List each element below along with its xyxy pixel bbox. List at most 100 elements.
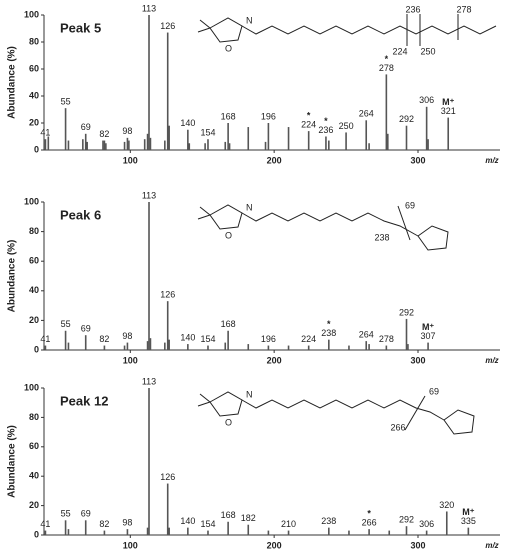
peak-note: * — [307, 110, 311, 120]
peak-label: 264 — [359, 109, 374, 119]
ring-label: N — [246, 389, 253, 399]
peak — [82, 139, 84, 150]
peak-label: 321 — [441, 106, 456, 116]
peak — [148, 388, 150, 535]
peak-label: 41 — [40, 128, 50, 138]
peak — [67, 140, 70, 150]
peak-label: 278 — [379, 334, 394, 344]
peak — [467, 527, 470, 535]
peak — [164, 342, 166, 350]
peak — [84, 133, 87, 150]
structure: N O 69 238 — [197, 200, 449, 251]
fragment-label: 69 — [429, 386, 439, 396]
peak — [126, 529, 129, 535]
peak — [146, 133, 149, 150]
peak-label: 196 — [261, 334, 276, 344]
y-tick-label: 100 — [24, 9, 39, 19]
peak — [385, 74, 388, 150]
chart-title: Peak 5 — [60, 20, 101, 35]
peak-label: 126 — [160, 21, 175, 31]
peak-label: 82 — [99, 519, 109, 529]
x-tick-label: 100 — [123, 355, 138, 365]
y-tick-label: 0 — [34, 144, 39, 154]
peak — [84, 335, 87, 350]
peak — [405, 318, 408, 350]
peak-label: 238 — [321, 328, 336, 338]
ring-label: O — [225, 417, 232, 427]
peak — [148, 15, 150, 150]
peak-label: 182 — [241, 513, 256, 523]
y-axis-label: Abundance (%) — [7, 240, 18, 313]
peak-label: 140 — [180, 332, 195, 342]
peak-label: 224 — [301, 334, 316, 344]
peak-label: 41 — [40, 519, 50, 529]
x-tick-label: 100 — [123, 540, 138, 550]
peak — [345, 132, 347, 150]
peak-note: * — [327, 319, 331, 329]
x-tick-label: 300 — [410, 540, 425, 550]
y-tick-label: 20 — [29, 315, 39, 325]
peak — [425, 106, 428, 150]
peak-label: 292 — [399, 515, 414, 525]
peak-label: 306 — [419, 519, 434, 529]
peak — [188, 143, 191, 150]
y-tick-label: 80 — [29, 226, 39, 236]
peak — [307, 131, 310, 150]
peak — [204, 143, 206, 150]
fragment-label: 238 — [374, 232, 389, 242]
y-tick-label: 0 — [34, 529, 39, 539]
ring-label: O — [225, 43, 232, 53]
y-axis-label: Abundance (%) — [7, 46, 18, 119]
peak — [348, 530, 350, 535]
peak — [287, 345, 290, 350]
peak — [148, 202, 150, 350]
peak — [44, 345, 47, 350]
peak-label: 154 — [200, 334, 215, 344]
peak — [44, 530, 47, 535]
peak — [103, 530, 106, 535]
y-tick-label: 40 — [29, 90, 39, 100]
peak — [146, 341, 149, 350]
x-tick-label: 300 — [410, 155, 425, 165]
fragment-label: 236 — [405, 4, 420, 14]
peak — [328, 527, 330, 535]
ring-label: N — [246, 15, 253, 25]
peak-label: 250 — [339, 121, 354, 131]
peak-label: 82 — [99, 334, 109, 344]
peak — [187, 344, 189, 350]
peak — [143, 139, 146, 150]
peak — [149, 338, 152, 350]
y-tick-label: 20 — [29, 500, 39, 510]
peak — [67, 529, 70, 535]
peak-label: 154 — [200, 128, 215, 138]
y-tick-label: 20 — [29, 117, 39, 127]
peak-note: M⁺ — [442, 97, 454, 107]
peak — [187, 129, 189, 150]
y-tick-label: 100 — [24, 382, 39, 392]
peak — [325, 136, 327, 150]
peak — [64, 520, 67, 535]
peak-note: * — [385, 54, 389, 64]
peak — [166, 301, 169, 350]
peak — [164, 140, 166, 150]
x-axis-label: m/z — [485, 356, 498, 365]
peak — [405, 526, 408, 535]
peak-label: 154 — [200, 519, 215, 529]
peak-label: 69 — [81, 509, 91, 519]
x-tick-label: 200 — [267, 155, 282, 165]
chart-title: Peak 12 — [60, 393, 108, 408]
peak — [247, 524, 250, 535]
peak-label: 113 — [142, 190, 156, 200]
peak — [427, 342, 429, 350]
peak — [166, 483, 169, 535]
peak — [126, 137, 129, 150]
peak — [328, 140, 330, 150]
peak — [64, 108, 67, 150]
peak — [67, 342, 70, 350]
peak-label: 126 — [160, 290, 175, 300]
peak — [84, 520, 87, 535]
peak — [166, 32, 169, 150]
peak-label: 113 — [142, 3, 156, 13]
peak — [368, 344, 370, 350]
